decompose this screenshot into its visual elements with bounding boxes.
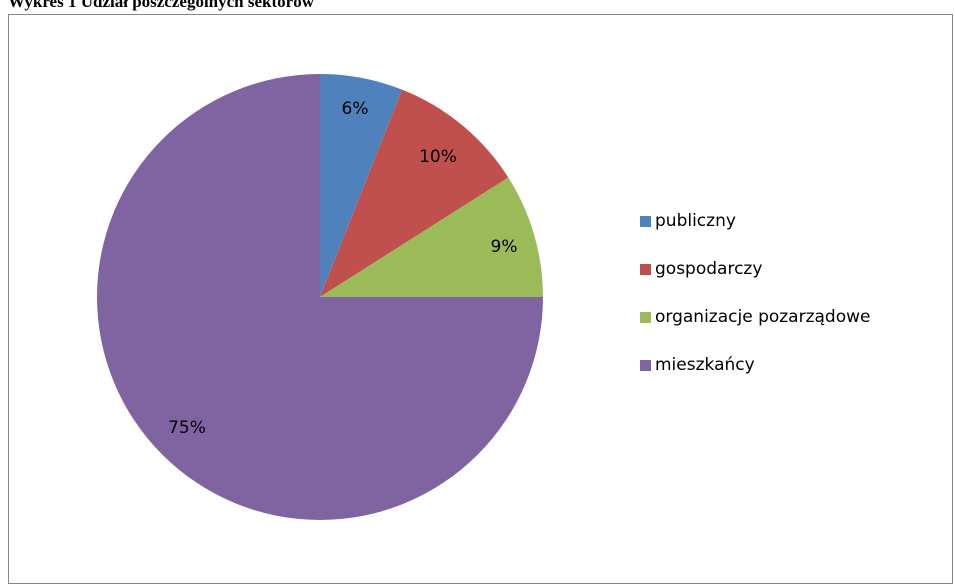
data-label: 6%	[342, 99, 369, 119]
data-label: 9%	[491, 237, 518, 257]
data-label: 10%	[419, 147, 457, 167]
pie-slice-mieszkańcy	[97, 74, 543, 520]
legend-item-mieszkancy: mieszkańcy	[640, 353, 871, 377]
chart-title: Wykres 1 Udział poszczególnych sektorów	[8, 0, 314, 11]
data-label: 75%	[168, 418, 206, 438]
pie-slice-publiczny	[320, 74, 403, 297]
pie-slice-organizacje	[320, 177, 543, 297]
legend-label: publiczny	[655, 211, 736, 231]
legend-swatch	[640, 359, 651, 371]
pie-slice-gospodarczy	[320, 89, 509, 297]
legend-item-gospodarczy: gospodarczy	[640, 257, 871, 281]
legend-swatch	[640, 215, 651, 227]
legend-item-organizacje: organizacje pozarządowe	[640, 305, 871, 329]
legend-item-publiczny: publiczny	[640, 209, 871, 233]
legend-swatch	[640, 263, 651, 275]
legend-label: gospodarczy	[655, 259, 763, 279]
legend-label: organizacje pozarządowe	[655, 307, 871, 327]
legend-label: mieszkańcy	[655, 355, 755, 375]
legend-swatch	[640, 311, 651, 323]
chart-legend: publiczny gospodarczy organizacje pozarz…	[640, 209, 871, 401]
